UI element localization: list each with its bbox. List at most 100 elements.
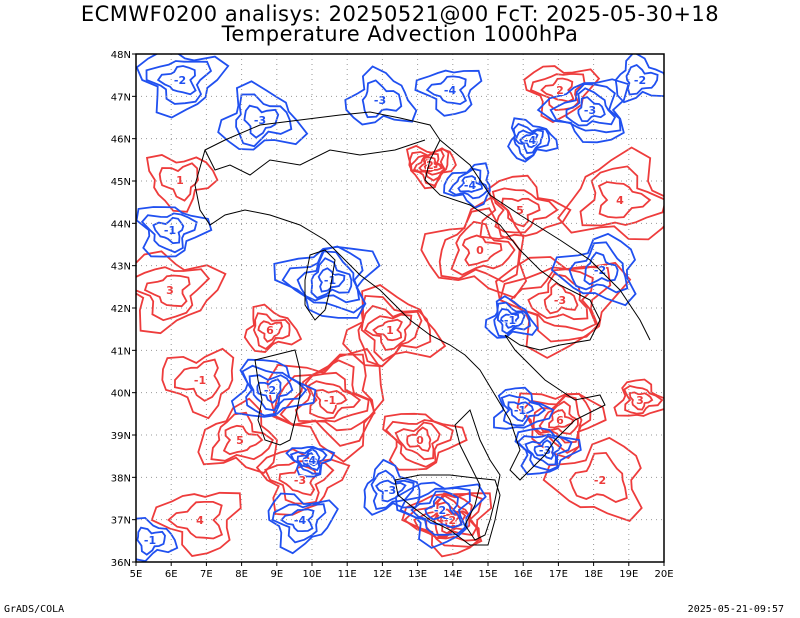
warm-contour-label: 0 <box>416 434 424 447</box>
warm-advection-contour <box>523 65 601 124</box>
y-tick-label: 38N <box>111 473 131 484</box>
cold-advection-contour <box>425 75 468 106</box>
cold-advection-contour <box>140 212 198 254</box>
cold-advection-contour <box>424 495 455 521</box>
warm-advection-contour <box>569 451 628 503</box>
warm-advection-contour <box>548 409 575 429</box>
lat-lon-grid <box>136 54 664 562</box>
warm-advection-contour <box>597 181 652 219</box>
axes: 5E 6E 7E 8E 9E 10E 11E 12E 13E 14E 15E 16E 17E 18E 19E… <box>111 50 674 580</box>
x-tick-label: 17E <box>549 569 568 580</box>
cold-advection-contour <box>549 83 622 134</box>
warm-advection-contour <box>173 358 221 402</box>
cold-advection-contour <box>267 492 339 555</box>
x-tick-label: 19E <box>619 569 638 580</box>
warm-advection-contour <box>628 391 654 411</box>
y-tick-label: 45N <box>111 177 131 188</box>
cold-advection-contour <box>410 490 463 529</box>
cold-advection-contour <box>289 446 328 475</box>
cold-advection-contour <box>399 487 471 536</box>
footer-credit: GrADS/COLA <box>4 604 65 615</box>
advection-field: -1 -2 -3 0 1 2 3 4 5 6 -1 -2 -3 0 1 2 3 4 5 6 -1 -2 -3 -4 -1 -2 -3… <box>136 54 664 562</box>
warm-advection-contour <box>613 378 664 417</box>
cold-advection-contour <box>614 54 664 104</box>
cold-advection-contour <box>493 386 555 430</box>
plot-frame <box>135 53 665 563</box>
warm-advection-contour <box>557 146 664 241</box>
cold-contour-label: -2 <box>174 74 186 87</box>
map-title-line2: Temperature Advection 1000hPa <box>221 22 579 46</box>
warm-contour-label: 0 <box>476 244 484 257</box>
x-tick-label: 12E <box>373 569 392 580</box>
warm-contour-label: 6 <box>556 414 564 427</box>
warm-contour-label: -3 <box>294 474 306 487</box>
warm-contour-label: -2 <box>444 514 456 527</box>
x-tick-label: 11E <box>338 569 357 580</box>
cold-advection-contour <box>533 439 555 460</box>
cold-advection-contour <box>370 469 415 511</box>
warm-advection-contour <box>307 380 362 420</box>
warm-advection-contour <box>542 436 643 523</box>
warm-advection-contour <box>412 152 446 176</box>
cold-advection-contour <box>500 394 547 427</box>
warm-advection-contour <box>500 197 541 228</box>
cold-advection-contour <box>394 481 487 549</box>
footer-timestamp: 2025-05-21-09:57 <box>687 604 784 615</box>
cold-advection-contour <box>217 80 309 151</box>
warm-contour-label: -1 <box>324 394 336 407</box>
warm-advection-contour <box>491 187 559 234</box>
warm-contour-label: -3 <box>554 294 566 307</box>
cold-advection-contour <box>484 295 539 339</box>
cold-advection-contour <box>507 401 535 423</box>
cold-advection-contour <box>317 267 346 293</box>
cold-advection-contour <box>493 301 531 338</box>
cold-advection-contour <box>375 479 407 503</box>
warm-advection-contour <box>579 165 664 227</box>
warm-advection-contour <box>252 312 291 350</box>
cold-advection-contour <box>625 63 659 96</box>
x-tick-label: 18E <box>584 569 603 580</box>
cold-advection-contour <box>281 245 367 314</box>
cold-advection-contour <box>496 308 526 335</box>
cold-advection-contour <box>519 132 539 149</box>
y-tick-label: 46N <box>111 135 131 146</box>
warm-contour-label: 2 <box>426 159 434 172</box>
cold-advection-contour <box>136 54 230 119</box>
warm-advection-contour <box>158 162 199 202</box>
cold-advection-contour <box>273 245 381 319</box>
cold-contour-label: -4 <box>294 514 307 527</box>
cold-advection-contour <box>271 503 327 544</box>
cold-advection-contour <box>230 358 317 418</box>
warm-advection-contour <box>266 347 385 463</box>
warm-contour-label: 4 <box>196 514 204 527</box>
warm-advection-contour <box>408 147 450 187</box>
cold-advection-contour <box>363 458 421 516</box>
warm-advection-contour <box>167 501 224 540</box>
warm-advection-contour <box>257 320 283 343</box>
cold-advection-contour <box>136 516 179 562</box>
warm-advection-contour <box>461 234 503 267</box>
warm-advection-contour <box>294 371 370 423</box>
cold-advection-contour <box>524 435 563 466</box>
cold-contour-label: -4 <box>464 179 477 192</box>
warm-advection-contour <box>532 395 583 444</box>
cold-advection-contour <box>414 69 483 117</box>
cold-advection-contour <box>241 364 308 417</box>
warm-advection-contour <box>418 156 443 173</box>
coastline-sicily <box>394 474 501 546</box>
warm-advection-contour <box>423 159 438 171</box>
y-tick-label: 42N <box>111 304 131 315</box>
warm-advection-contour <box>197 397 278 475</box>
x-tick-label: 10E <box>302 569 321 580</box>
cold-contour-label: -1 <box>144 534 156 547</box>
cold-advection-contour <box>136 526 166 556</box>
cold-advection-contour <box>550 232 637 307</box>
border-alps <box>204 139 426 176</box>
cold-advection-contour <box>361 79 403 119</box>
map-title-line1: ECMWF0200 analisys: 20250521@00 FcT: 202… <box>80 2 720 26</box>
warm-advection-contour <box>372 318 403 342</box>
cold-contour-label: -1 <box>514 404 526 417</box>
cold-contour-label: -3 <box>584 104 596 117</box>
cold-contour-label: -3 <box>539 444 551 457</box>
